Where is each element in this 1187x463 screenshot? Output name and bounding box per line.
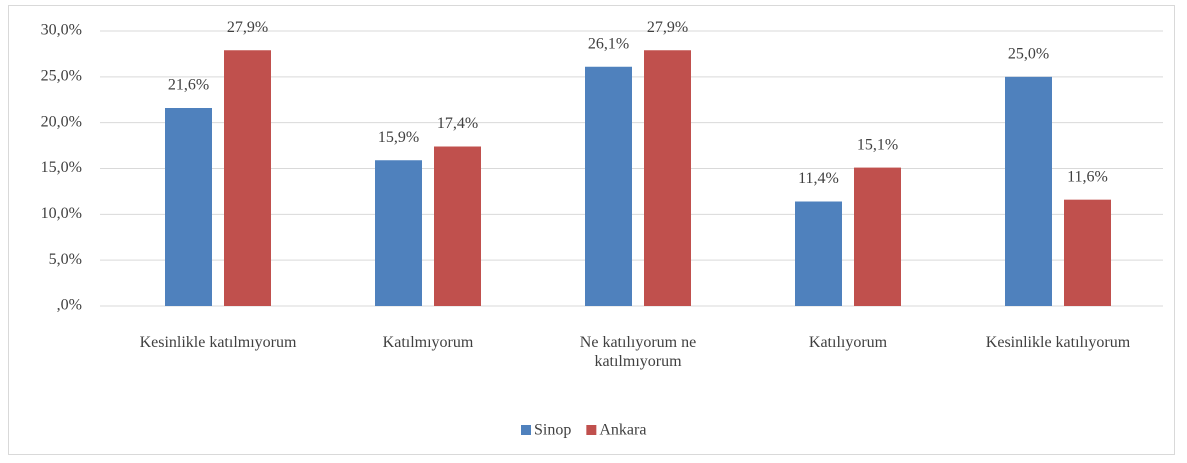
y-tick-label: 5,0% — [49, 251, 82, 268]
data-label: 11,4% — [798, 170, 839, 187]
bar — [854, 167, 901, 306]
x-tick-label: Kesinlikle katılmıyorum — [139, 334, 297, 351]
x-tick-label: Ne katılıyorum ne katılmıyorum — [579, 334, 697, 370]
bar — [224, 50, 271, 306]
data-label: 25,0% — [1008, 46, 1049, 63]
bar — [165, 108, 212, 306]
x-tick-label: Katılmıyorum — [382, 334, 474, 351]
data-label: 26,1% — [588, 35, 629, 52]
y-tick-label: 30,0% — [41, 22, 82, 39]
legend-label: Sinop — [534, 422, 571, 439]
data-label: 17,4% — [437, 115, 478, 132]
bar — [1064, 199, 1111, 306]
y-tick-label: ,0% — [57, 297, 82, 314]
y-tick-label: 10,0% — [41, 205, 82, 222]
legend-swatch — [586, 425, 597, 435]
bar — [795, 201, 842, 306]
y-tick-label: 20,0% — [41, 113, 82, 130]
bar — [434, 146, 481, 306]
data-label: 15,9% — [378, 129, 419, 146]
data-label: 15,1% — [857, 136, 898, 153]
data-label: 27,9% — [227, 19, 268, 36]
x-tick-label: Kesinlikle katılıyorum — [985, 334, 1131, 351]
bar — [585, 66, 632, 306]
y-tick-label: 25,0% — [41, 68, 82, 85]
y-tick-label: 15,0% — [41, 159, 82, 176]
bar — [1005, 76, 1052, 306]
data-label: 11,6% — [1067, 168, 1108, 185]
x-tick-label: Katılıyorum — [808, 334, 888, 351]
legend-label: Ankara — [599, 422, 646, 439]
data-label: 21,6% — [168, 77, 209, 94]
data-label: 27,9% — [647, 19, 688, 36]
bar — [644, 50, 691, 306]
legend-swatch — [521, 425, 531, 435]
bar — [375, 160, 422, 306]
